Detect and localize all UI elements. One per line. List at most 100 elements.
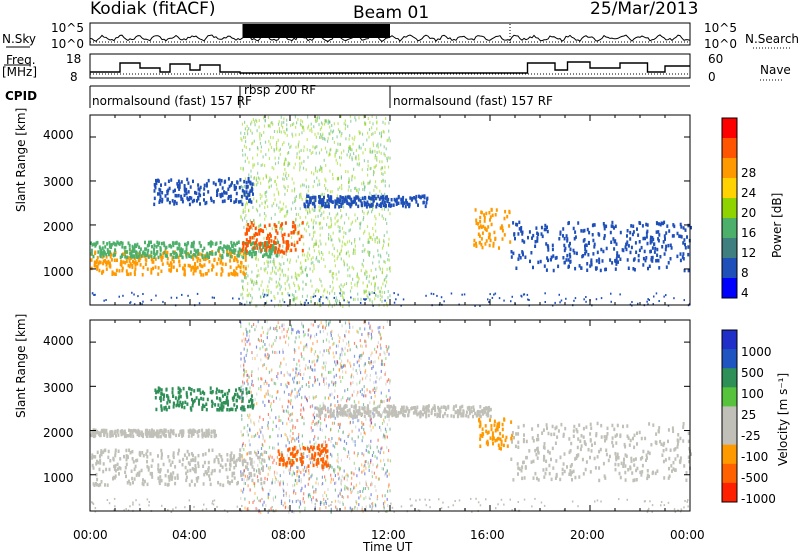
power-feature-5-cell — [484, 227, 487, 232]
velocity-noise-cell — [346, 342, 348, 346]
velocity-noise-cell — [285, 494, 287, 498]
power-noise-cell — [372, 276, 374, 280]
power-noise-cell — [315, 257, 317, 261]
velocity-noise-cell — [357, 435, 359, 439]
power-noise-cell — [316, 176, 318, 180]
velocity-noise-cell — [352, 375, 355, 379]
velocity-feature-0-cell — [130, 469, 133, 473]
power-noise-cell — [326, 201, 328, 205]
velocity-noise-cell — [382, 502, 385, 506]
velocity-noise-cell — [243, 347, 245, 351]
power-noise-cell — [327, 216, 329, 220]
velocity-noise-cell — [385, 434, 387, 438]
velocity-noise-cell — [274, 327, 276, 331]
power-noise-cell — [289, 162, 291, 166]
power-noise-cell — [261, 194, 263, 198]
velocity-noise-cell — [339, 353, 341, 357]
velocity-noise-cell — [274, 351, 276, 354]
velocity-noise-cell — [263, 382, 265, 386]
velocity-speckle — [314, 502, 317, 505]
velocity-feature-0-cell — [118, 472, 120, 476]
power-feature-5-cell — [504, 209, 507, 214]
velocity-noise-cell — [315, 332, 318, 336]
velocity-noise-cell — [254, 482, 256, 486]
power-feature-3-cell — [273, 223, 276, 227]
velocity-noise-cell — [337, 499, 339, 503]
velocity-speckle — [424, 498, 426, 501]
velocity-noise-cell — [323, 349, 325, 353]
power-feature-2-cell — [186, 196, 189, 200]
velocity-noise-cell — [262, 488, 264, 492]
power-noise-cell — [241, 218, 244, 222]
velocity-noise-cell — [295, 371, 297, 375]
power-feature-4-cell — [402, 201, 405, 205]
velocity-noise-cell — [314, 363, 316, 367]
velocity-noise-cell — [324, 454, 326, 457]
power-noise-cell — [305, 185, 307, 189]
power-feature-2-cell — [235, 185, 237, 190]
velocity-noise-cell — [310, 365, 312, 369]
velocity-noise-cell — [298, 389, 300, 393]
velocity-noise-cell — [288, 510, 290, 514]
power-noise-cell — [377, 294, 379, 298]
velocity-noise-cell — [343, 469, 345, 473]
velocity-noise-cell — [383, 418, 385, 422]
velocity-feature-0-cell — [186, 449, 189, 454]
power-speckle — [652, 303, 654, 306]
power-speckle — [384, 299, 386, 302]
power-feature-6-cell — [534, 244, 537, 248]
velocity-speckle — [618, 498, 620, 501]
power-feature-1-cell — [270, 249, 273, 253]
power-feature-1-cell — [254, 246, 257, 250]
velocity-feature-0-cell — [231, 479, 234, 483]
power-feature-6-cell — [573, 251, 576, 255]
velocity-noise-cell — [381, 467, 383, 471]
velocity-noise-cell — [347, 450, 350, 454]
power-noise-cell — [337, 128, 340, 132]
power-feature-4-cell — [423, 194, 426, 198]
power-speckle — [440, 296, 443, 299]
power-noise-cell — [247, 264, 249, 268]
power-feature-6-cell — [516, 223, 519, 227]
velocity-noise-cell — [302, 499, 304, 503]
power-feature-1-cell — [221, 254, 224, 258]
power-noise-cell — [278, 253, 280, 257]
velocity-noise-cell — [288, 468, 290, 472]
power-noise-cell — [279, 147, 281, 151]
power-speckle — [322, 302, 324, 305]
power-noise-cell — [320, 256, 323, 260]
power-noise-cell — [373, 171, 375, 175]
power-noise-cell — [274, 198, 276, 202]
velocity-noise-cell — [296, 367, 298, 371]
power-noise-cell — [350, 148, 352, 152]
power-noise-cell — [375, 294, 377, 297]
velocity-noise-cell — [244, 339, 246, 343]
power-feature-6-cell — [663, 220, 666, 225]
power-noise-cell — [297, 117, 299, 121]
velocity-noise-cell — [264, 343, 266, 346]
power-feature-6-cell — [659, 223, 662, 227]
power-feature-1-cell — [190, 255, 193, 259]
power-feature-0-cell — [102, 259, 105, 263]
power-feature-3-cell — [268, 236, 271, 241]
power-noise-cell — [280, 285, 282, 289]
velocity-noise-cell — [290, 465, 292, 469]
velocity-noise-cell — [296, 446, 298, 449]
velocity-noise-cell — [348, 344, 350, 347]
velocity-noise-cell — [384, 415, 386, 419]
power-feature-1-cell — [150, 254, 153, 259]
velocity-noise-cell — [322, 324, 324, 328]
power-feature-3-cell — [249, 225, 252, 229]
power-noise-cell — [331, 289, 333, 293]
velocity-feature-0-cell — [218, 469, 221, 473]
power-feature-1-cell — [133, 249, 136, 253]
velocity-noise-cell — [262, 364, 264, 368]
power-noise-cell — [345, 212, 347, 216]
power-noise-cell — [298, 286, 300, 290]
power-noise-cell — [313, 245, 315, 249]
power-noise-cell — [359, 132, 361, 136]
velocity-noise-cell — [381, 359, 383, 363]
power-feature-3-cell — [242, 244, 245, 249]
velocity-noise-cell — [243, 478, 245, 482]
power-feature-0-cell — [126, 272, 129, 276]
